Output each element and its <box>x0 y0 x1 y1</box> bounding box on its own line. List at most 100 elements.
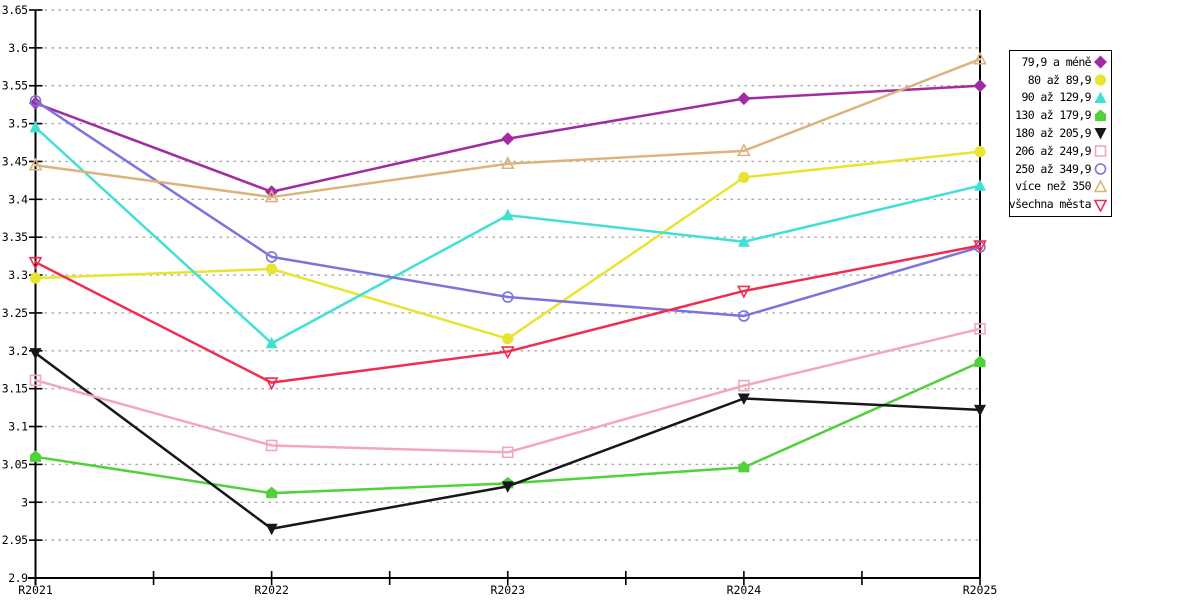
y-tick-label: 3.65 <box>2 3 28 17</box>
legend-marker-circle-open-icon <box>1094 163 1107 175</box>
series-7-point <box>264 189 279 203</box>
legend: 79,9 a méně 80 až 89,9 90 až 129,9 130 až 1… <box>1009 50 1112 217</box>
legend-item: více než 350 <box>1012 178 1108 195</box>
series-3-point <box>30 450 41 462</box>
y-tick-label: 3.3 <box>8 268 28 282</box>
x-tick-label: R2024 <box>727 583 762 597</box>
series-7-point <box>737 143 751 157</box>
series-5-point <box>738 379 750 392</box>
series-4-point <box>265 523 278 536</box>
series-1-point <box>29 272 42 284</box>
series-7-point <box>500 156 515 170</box>
series-line-1 <box>34 150 982 340</box>
series-5-point <box>265 439 278 452</box>
y-tick-label: 3.4 <box>8 192 28 206</box>
series-8-point <box>973 240 987 254</box>
series-2-point <box>265 336 278 349</box>
legend-item: 250 až 349,9 <box>1012 161 1108 178</box>
legend-item: 80 až 89,9 <box>1012 72 1108 89</box>
series-0-point <box>29 96 42 110</box>
series-4-point <box>29 348 42 360</box>
series-1-point <box>974 146 986 158</box>
legend-label: všechna města <box>1008 197 1092 212</box>
series-2-point <box>29 120 42 133</box>
legend-item: všechna města <box>1008 196 1108 213</box>
legend-item: 79,9 a méně <box>1012 54 1108 71</box>
x-tick-label: R2022 <box>254 583 289 597</box>
series-line-6 <box>34 99 982 318</box>
legend-label: 90 až 129,9 <box>1021 90 1091 105</box>
legend-label: 80 až 89,9 <box>1027 72 1092 87</box>
y-tick-label: 3.55 <box>2 79 28 93</box>
legend-marker-triangle-up-filled-icon <box>1094 91 1107 103</box>
series-0-point <box>501 132 515 146</box>
legend-item: 130 až 179,9 <box>1012 107 1108 124</box>
legend-label: více než 350 <box>1015 179 1091 194</box>
legend-item: 180 až 205,9 <box>1012 125 1108 142</box>
series-line-3 <box>34 360 982 495</box>
series-8-point <box>500 346 515 360</box>
y-tick-label: 3.1 <box>8 420 28 434</box>
series-1-point <box>266 263 278 275</box>
legend-marker-diamond-filled-icon <box>1094 55 1107 69</box>
series-0-point <box>973 79 987 93</box>
legend-marker-square-open-icon <box>1094 145 1107 158</box>
legend-marker-triangle-up-open-icon <box>1093 179 1108 193</box>
y-tick-label: 2.95 <box>2 533 28 547</box>
series-7-point <box>973 51 987 65</box>
series-6-point <box>738 310 750 322</box>
series-line-2 <box>34 126 982 345</box>
legend-label: 180 až 205,9 <box>1015 125 1091 140</box>
series-7-point <box>28 157 43 171</box>
y-tick-label: 3 <box>21 495 28 509</box>
legend-marker-triangle-down-open-icon <box>1093 199 1108 212</box>
series-2-point <box>501 208 514 221</box>
series-2-point <box>974 179 986 191</box>
y-tick-label: 3.45 <box>2 154 28 168</box>
series-6-point <box>29 95 42 107</box>
series-1-point <box>502 333 514 345</box>
series-4-point <box>501 481 514 493</box>
series-5-point <box>29 374 42 387</box>
series-8-point <box>737 285 751 299</box>
y-tick-label: 3.15 <box>2 382 28 396</box>
series-5-point <box>974 323 986 335</box>
legend-label: 250 až 349,9 <box>1015 161 1091 176</box>
series-8-point <box>264 377 279 391</box>
series-3-point <box>974 355 986 368</box>
legend-label: 206 až 249,9 <box>1015 143 1091 158</box>
y-tick-label: 3.6 <box>8 41 28 55</box>
y-tick-label: 3.25 <box>2 306 28 320</box>
series-line-8 <box>34 244 982 384</box>
y-tick-label: 2.9 <box>8 571 28 585</box>
legend-marker-triangle-down-filled-icon <box>1094 128 1107 140</box>
legend-label: 79,9 a méně <box>1021 54 1091 69</box>
x-tick-label: R2023 <box>490 583 525 597</box>
x-tick-label: R2025 <box>963 583 998 597</box>
series-1-point <box>738 171 750 183</box>
y-tick-label: 3.5 <box>8 117 27 131</box>
series-3-point <box>266 486 278 499</box>
legend-item: 90 až 129,9 <box>1012 89 1108 106</box>
series-6-point <box>501 291 514 303</box>
y-tick-label: 3.35 <box>2 230 28 244</box>
series-5-point <box>501 446 514 459</box>
series-line-5 <box>34 327 982 454</box>
series-4-point <box>974 404 986 417</box>
y-tick-label: 3.2 <box>8 344 27 358</box>
y-tick-label: 3.05 <box>2 457 28 471</box>
x-tick-label: R2021 <box>18 583 53 597</box>
series-line-7 <box>34 57 982 199</box>
series-6-point <box>265 251 278 263</box>
series-4-point <box>737 393 750 406</box>
series-0-point <box>737 92 751 106</box>
series-8-point <box>28 256 43 270</box>
legend-item: 206 až 249,9 <box>1012 143 1108 160</box>
series-2-point <box>737 235 750 247</box>
legend-marker-pentagon-filled-icon <box>1095 109 1106 121</box>
legend-label: 130 až 179,9 <box>1015 108 1091 123</box>
series-3-point <box>738 460 750 473</box>
